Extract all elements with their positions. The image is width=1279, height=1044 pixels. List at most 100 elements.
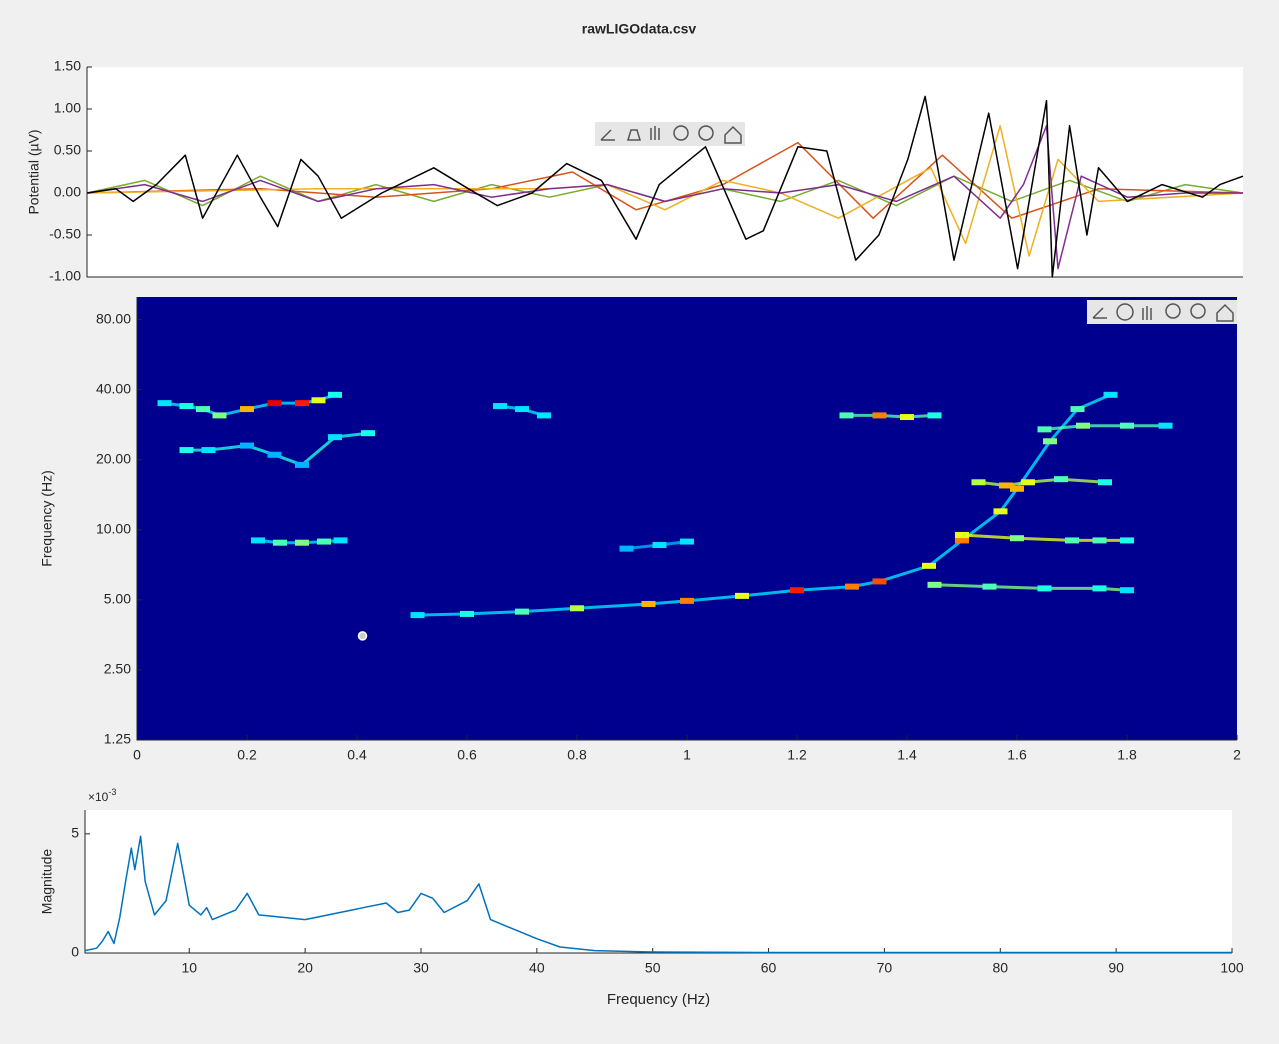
ridge-cell — [1043, 438, 1057, 445]
y-tick-label: 1.25 — [104, 731, 131, 747]
x-tick-label: 1.8 — [1117, 747, 1137, 763]
series-line — [86, 125, 1243, 270]
pan-icon[interactable] — [650, 126, 660, 140]
y-tick-label: 5 — [71, 825, 79, 841]
x-tick-label: 70 — [877, 960, 893, 976]
y-tick-label: -1.00 — [49, 268, 81, 284]
ridge-cell — [641, 600, 656, 607]
ridge-cell — [735, 592, 749, 599]
series-line — [86, 95, 1244, 278]
ridge-cell — [1120, 537, 1134, 544]
ridge-cell — [872, 578, 887, 585]
ridge-cell — [179, 447, 194, 454]
y-tick-label: 2.50 — [104, 661, 131, 677]
x-tick-label: 0.8 — [567, 747, 587, 763]
ridge-cell — [493, 403, 507, 410]
ridge-cell — [267, 400, 282, 407]
y-tick-label: 5.00 — [104, 591, 131, 607]
x-tick-label: 100 — [1220, 960, 1244, 976]
ridge-cell — [196, 406, 210, 413]
ridge-cell — [1158, 422, 1173, 429]
x-tick-label: 20 — [297, 960, 313, 976]
ridge-cell — [1120, 587, 1134, 594]
plots: -1.00 -0.50 0.00 0.50 1.00 1.50 Potential (µV)… — [26, 58, 1244, 1008]
brush-icon[interactable] — [600, 129, 615, 141]
ridge-cell — [955, 537, 969, 544]
y-axis-label: Frequency (Hz) — [39, 470, 55, 566]
ridge-cell — [311, 397, 326, 404]
ridge-cell — [212, 412, 227, 419]
ridge-cell — [839, 412, 854, 419]
ridge-cell — [240, 406, 254, 413]
ridge-cell — [295, 400, 309, 407]
ridge-cell — [251, 537, 265, 544]
ridge-cell — [1010, 485, 1024, 492]
x-tick-label: 0 — [133, 747, 141, 763]
x-tick-label: 40 — [529, 960, 545, 976]
ridge-cell — [652, 542, 667, 549]
x-tick-label: 30 — [413, 960, 429, 976]
ridge-line — [846, 413, 935, 419]
y-exponent: ×10-3 — [88, 787, 116, 804]
ridge-line — [1044, 424, 1166, 431]
zoom-in-icon[interactable] — [1165, 303, 1181, 319]
ridge-cell — [982, 583, 997, 590]
x-tick-label: 0.4 — [347, 747, 367, 763]
ridge-cell — [157, 400, 172, 407]
ridge-cell — [872, 412, 887, 419]
ridge-cell — [922, 562, 936, 569]
y-tick-label: 10.00 — [96, 520, 131, 536]
y-tick-label: 0.50 — [54, 142, 81, 158]
ridge-cell — [971, 479, 986, 486]
zoom-out-icon[interactable] — [1190, 303, 1206, 319]
zoom-out-icon[interactable] — [698, 125, 714, 141]
x-tick-label: 10 — [181, 960, 197, 976]
axes-toolbar[interactable] — [1087, 300, 1237, 324]
x-tick-label: 90 — [1108, 960, 1124, 976]
data-tip-icon[interactable] — [626, 129, 642, 141]
ridge-cell — [515, 406, 529, 413]
ridge-cell — [1076, 422, 1090, 429]
x-tick-label: 60 — [761, 960, 777, 976]
ridge-cell — [1010, 535, 1024, 542]
zoom-in-icon[interactable] — [673, 125, 689, 141]
ridge-cell — [845, 583, 859, 590]
ridge-cell — [680, 597, 694, 604]
ridge-cell — [1065, 537, 1079, 544]
y-exponent-base: ×10 — [88, 790, 109, 804]
ridge-cell — [267, 451, 282, 458]
y-tick-label: 80.00 — [96, 310, 131, 326]
y-tick-label: 0.00 — [54, 184, 81, 200]
pan-icon[interactable] — [1142, 306, 1152, 320]
axes-toolbar[interactable] — [595, 122, 745, 146]
ridge-cell — [179, 403, 194, 410]
y-axis-label: Magnitude — [39, 849, 55, 915]
ridge-cell — [790, 587, 804, 594]
ridge-cell — [1098, 479, 1112, 486]
ridge-cell — [993, 508, 1008, 515]
ridge-cell — [333, 537, 348, 544]
y-tick-label: 40.00 — [96, 380, 131, 396]
ridge-cell — [1120, 422, 1134, 429]
ridge-cell — [515, 608, 529, 615]
ridge-cell — [361, 430, 375, 437]
home-icon[interactable] — [724, 125, 742, 144]
x-tick-label: 0.6 — [457, 747, 477, 763]
y-tick-label: 1.00 — [54, 100, 81, 116]
ridge-cell — [927, 412, 942, 419]
y-axis-label: Potential (µV) — [26, 129, 42, 214]
ridge-cell — [1054, 476, 1068, 483]
ridge-cell — [273, 539, 287, 546]
ridge-cell — [1103, 391, 1118, 398]
rotate-icon[interactable] — [1116, 303, 1134, 321]
y-exponent-power: -3 — [108, 787, 116, 797]
home-icon[interactable] — [1216, 303, 1234, 322]
brush-icon[interactable] — [1092, 307, 1107, 319]
ridge-cell — [295, 461, 309, 468]
ridge-cell — [410, 612, 425, 619]
ridge-cell — [619, 545, 634, 552]
axes-spectrogram — [137, 297, 1237, 740]
ridge-cell — [955, 531, 969, 538]
axis-line — [136, 297, 1237, 741]
ridge-cell — [1037, 585, 1052, 592]
